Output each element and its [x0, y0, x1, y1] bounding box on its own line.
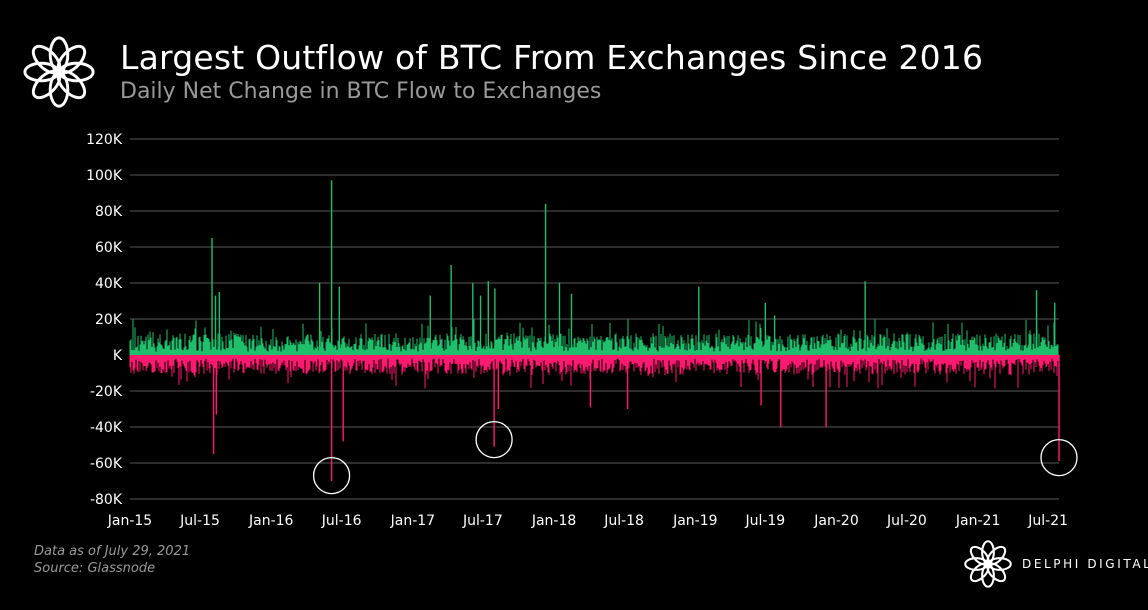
x-tick-label: Jan-18 — [531, 513, 576, 529]
source-note: Source: Glassnode — [34, 561, 156, 576]
x-tick-label: Jan-17 — [390, 513, 435, 529]
highlight-circle — [1040, 438, 1078, 477]
bars — [129, 180, 1060, 481]
chart-title: Largest Outflow of BTC From Exchanges Si… — [120, 38, 984, 77]
x-tick-label: Jul-20 — [886, 513, 927, 529]
y-tick-label: -80K — [90, 492, 123, 508]
y-tick-label: 20K — [95, 312, 123, 328]
x-tick-label: Jul-15 — [179, 513, 220, 529]
x-axis-ticks: Jan-15 Jul-15 Jan-16 Jul-16 Jan-17 Jul-17 Jan-… — [107, 513, 1068, 529]
brand-name: DELPHI DIGITAL — [1022, 557, 1148, 571]
x-tick-label: Jul-16 — [321, 513, 362, 529]
x-tick-label: Jan-16 — [248, 513, 294, 529]
y-tick-label: 60K — [95, 240, 123, 256]
y-tick-label: 80K — [95, 204, 123, 220]
x-tick-label: Jan-15 — [107, 513, 152, 529]
x-tick-label: Jan-21 — [955, 513, 1000, 529]
highlight-circle — [475, 420, 513, 459]
x-tick-label: Jul-17 — [462, 513, 503, 529]
delphi-logo-icon — [23, 36, 95, 108]
x-tick-label: Jan-19 — [672, 513, 717, 529]
y-axis-ticks: 120K 100K 80K 60K 40K 20K K -20K -40K -60K -80K — [86, 132, 123, 508]
x-tick-label: Jan-20 — [813, 513, 858, 529]
x-tick-label: Jul-19 — [744, 513, 785, 529]
data-date-note: Data as of July 29, 2021 — [34, 544, 191, 559]
x-tick-label: Jul-21 — [1027, 513, 1068, 529]
y-tick-label: 100K — [86, 168, 123, 184]
y-tick-label: 40K — [95, 276, 123, 292]
y-tick-label: -20K — [90, 384, 123, 400]
highlight-circle — [312, 456, 351, 495]
chart-subtitle: Daily Net Change in BTC Flow to Exchange… — [120, 79, 602, 104]
delphi-logo-icon — [964, 540, 1012, 588]
y-tick-label: -60K — [90, 456, 123, 472]
y-tick-label: 120K — [86, 132, 123, 148]
grid-lines — [130, 138, 1059, 500]
annotations — [312, 420, 1078, 495]
y-tick-label: K — [113, 348, 123, 364]
y-tick-label: -40K — [90, 420, 123, 436]
x-tick-label: Jul-18 — [603, 513, 644, 529]
